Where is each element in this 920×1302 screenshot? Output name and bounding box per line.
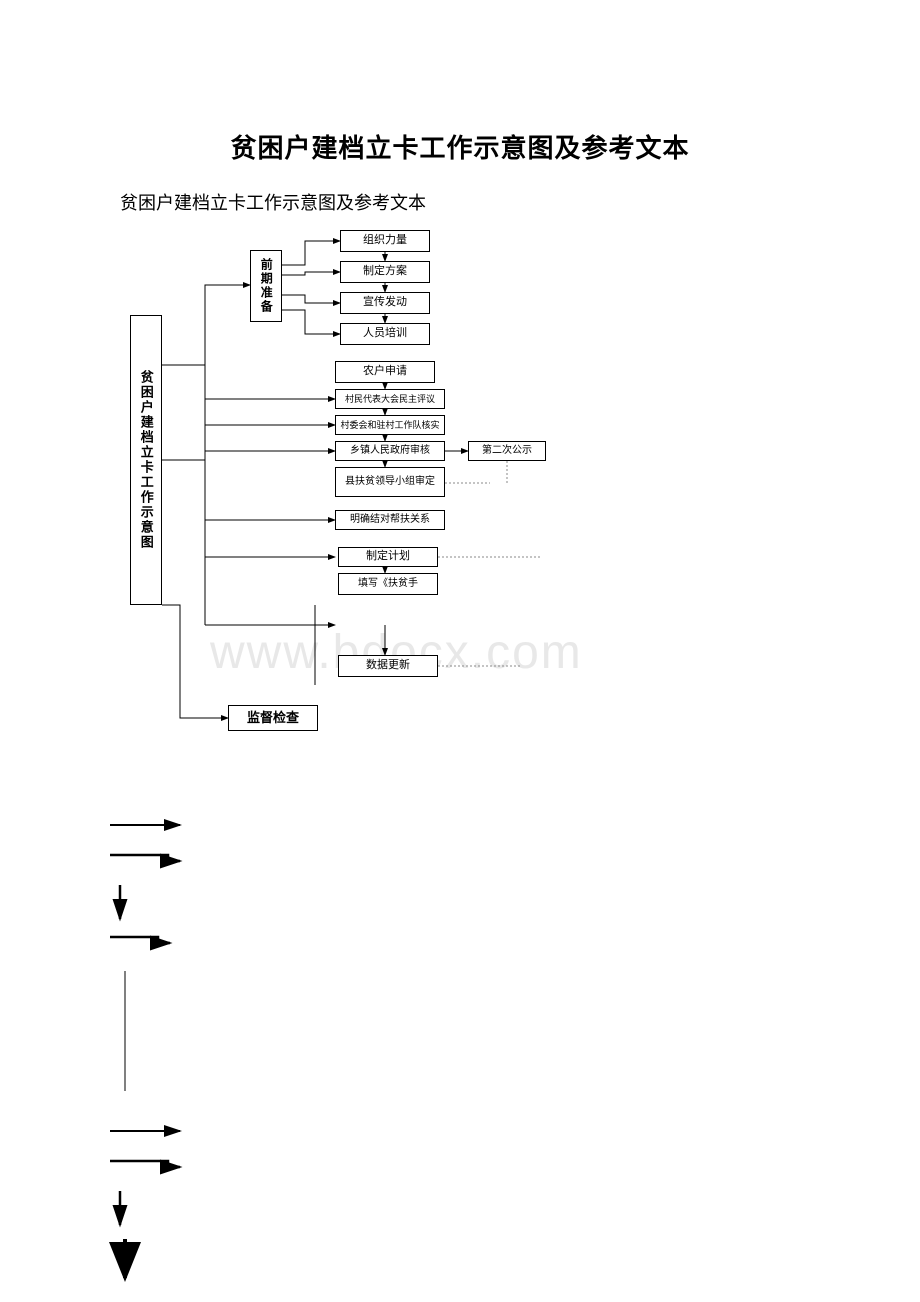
flowchart-node-p4: 人员培训 <box>340 323 430 345</box>
extra-arrows-region <box>100 815 920 1285</box>
flowchart-edge <box>282 241 340 265</box>
flowchart-edge <box>282 310 340 334</box>
flowchart-node-prep: 前期准备 <box>250 250 282 322</box>
page-subtitle: 贫困户建档立卡工作示意图及参考文本 <box>120 189 920 215</box>
flowchart-node-s1: 农户申请 <box>335 361 435 383</box>
flowchart-edge <box>282 295 340 303</box>
flowchart-edge <box>162 285 250 365</box>
flowchart-node-upd: 数据更新 <box>338 655 438 677</box>
flowchart-node-s8: 填写《扶贫手 <box>338 573 438 595</box>
flowchart-node-s4: 乡镇人民政府审核 <box>335 441 445 461</box>
flowchart-node-p1: 组织力量 <box>340 230 430 252</box>
flowchart-node-s7: 制定计划 <box>338 547 438 567</box>
flowchart-node-pub2: 第二次公示 <box>468 441 546 461</box>
flowchart-edge <box>162 605 228 718</box>
extra-arrow-1 <box>110 855 180 861</box>
flowchart-node-root: 贫困户建档立卡工作示意图 <box>130 315 162 605</box>
flowchart-node-sup: 监督检查 <box>228 705 318 731</box>
extra-arrows-svg <box>100 815 220 1285</box>
flowchart-node-p3: 宣传发动 <box>340 292 430 314</box>
flowchart-node-s5: 县扶贫领导小组审定 <box>335 467 445 497</box>
flowchart-node-s2: 村民代表大会民主评议 <box>335 389 445 409</box>
page-title: 贫困户建档立卡工作示意图及参考文本 <box>0 0 920 165</box>
flowchart-node-p2: 制定方案 <box>340 261 430 283</box>
extra-arrow-3 <box>110 937 170 943</box>
flowchart-connectors <box>120 225 820 785</box>
flowchart-diagram: www.bdocx.com 贫困户建档立卡工作示意图前期准备组织力量制定方案宣传… <box>120 225 820 785</box>
extra-arrow-6 <box>110 1161 180 1167</box>
flowchart-node-s3: 村委会和驻村工作队核实 <box>335 415 445 435</box>
document-page: 贫困户建档立卡工作示意图及参考文本 贫困户建档立卡工作示意图及参考文本 www.… <box>0 0 920 1285</box>
flowchart-node-s6: 明确结对帮扶关系 <box>335 510 445 530</box>
flowchart-edge <box>282 272 340 275</box>
